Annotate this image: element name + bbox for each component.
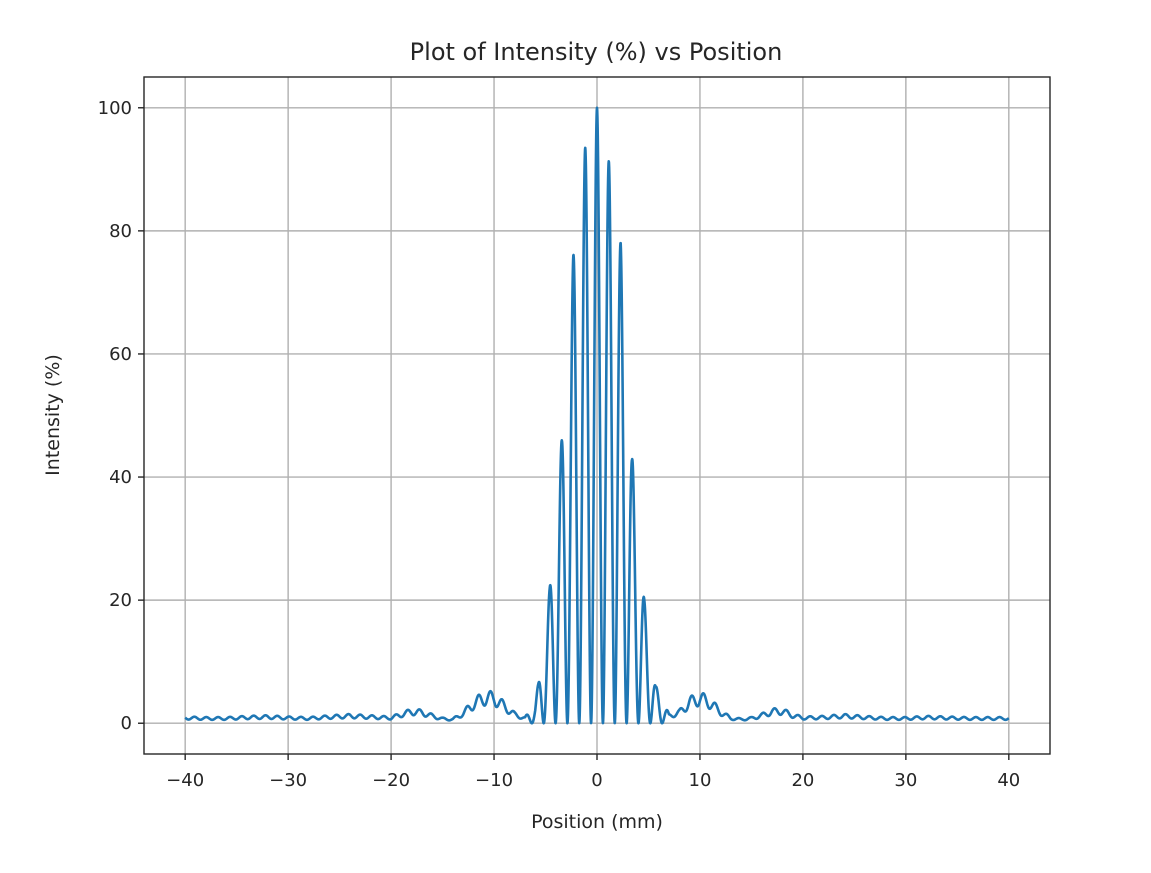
x-tick-label: 30: [894, 770, 917, 791]
x-tick-label: −10: [475, 770, 513, 791]
y-tick-label: 0: [121, 713, 132, 734]
y-axis-ticks: 0 20 40 60 80 100: [98, 98, 144, 734]
y-tick-label: 40: [109, 467, 132, 488]
y-tick-label: 100: [98, 98, 132, 119]
y-tick-label: 20: [109, 590, 132, 611]
chart-title: Plot of Intensity (%) vs Position: [410, 38, 783, 66]
x-tick-label: 40: [997, 770, 1020, 791]
x-tick-label: 0: [591, 770, 602, 791]
x-axis-ticks: −40 −30 −20 −10 0 10 20 30 40: [166, 754, 1020, 791]
x-tick-label: −20: [372, 770, 410, 791]
series-line-intensity: [184, 106, 1010, 725]
y-tick-label: 80: [109, 221, 132, 242]
x-tick-label: 10: [689, 770, 712, 791]
y-tick-label: 60: [109, 344, 132, 365]
y-axis-label: Intensity (%): [42, 354, 64, 476]
x-tick-label: −40: [166, 770, 204, 791]
x-tick-label: −30: [269, 770, 307, 791]
x-axis-label: Position (mm): [531, 811, 663, 833]
x-tick-label: 20: [791, 770, 814, 791]
grid-lines: [144, 77, 1050, 754]
